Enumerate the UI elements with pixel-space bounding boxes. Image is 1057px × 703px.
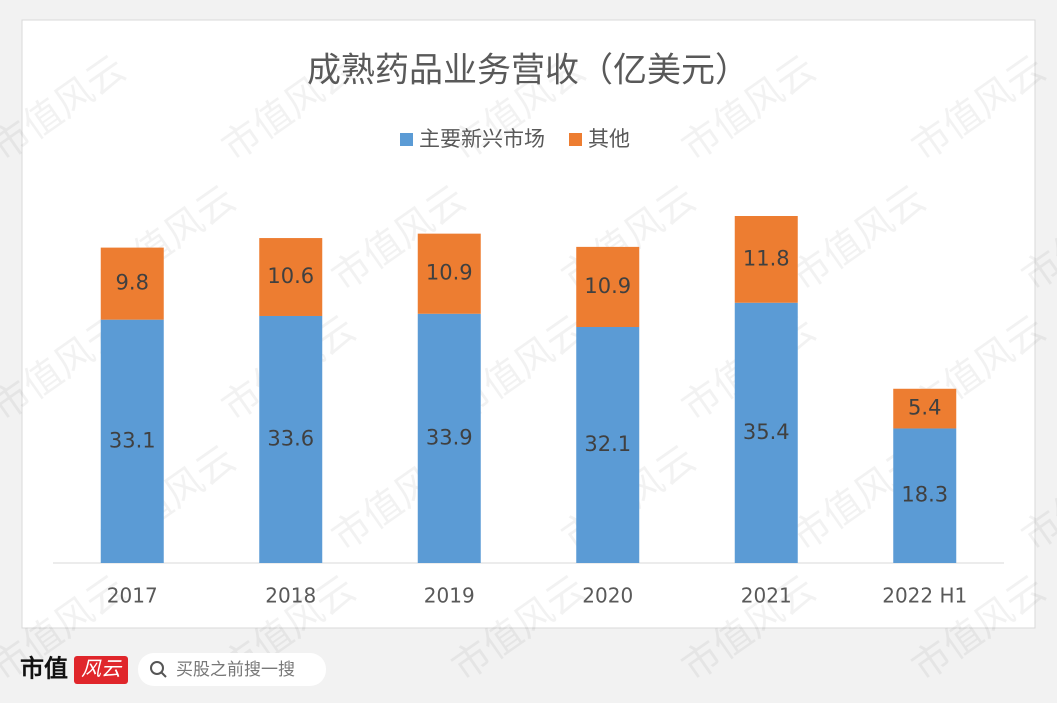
legend-swatch <box>400 133 413 146</box>
data-label: 18.3 <box>901 483 948 507</box>
data-label: 33.6 <box>267 426 314 450</box>
bar-segment <box>259 315 323 563</box>
data-label: 5.4 <box>908 396 941 420</box>
plot: 主要新兴市场 其他 2017 33.1 9.8 2018 33.6 10.6 2019 33.9 1… <box>53 127 1004 608</box>
x-tick-label: 2018 <box>265 584 316 608</box>
legend-label: 主要新兴市场 <box>419 127 545 151</box>
bar-segment <box>576 327 640 563</box>
data-label: 11.8 <box>743 246 790 270</box>
legend-swatch <box>569 133 582 146</box>
search-placeholder: 买股之前搜一搜 <box>176 660 295 680</box>
chart-title: 成熟药品业务营收（亿美元） <box>307 51 749 91</box>
brand: 市值 <box>20 654 68 683</box>
x-tick-label: 2019 <box>424 584 475 608</box>
bar-segment <box>259 238 323 316</box>
legend-label: 其他 <box>588 127 630 151</box>
search-icon <box>160 671 167 678</box>
bar-segment <box>893 388 957 429</box>
data-label: 33.1 <box>109 428 156 452</box>
bar-segment <box>734 302 798 563</box>
data-label: 9.8 <box>116 271 149 295</box>
data-label: 10.9 <box>426 261 473 285</box>
data-label: 10.6 <box>267 264 314 288</box>
search-icon <box>150 661 164 675</box>
bar-segment <box>100 319 164 563</box>
data-label: 32.1 <box>584 432 631 456</box>
x-tick-label: 2021 <box>741 584 792 608</box>
logo-box <box>74 656 128 684</box>
chart-panel <box>21 19 1036 629</box>
x-tick-label: 2022 H1 <box>882 584 967 608</box>
bar-segment <box>734 216 798 303</box>
bar-segment <box>100 247 164 320</box>
bar-segment <box>417 233 481 314</box>
bar-segment <box>893 428 957 563</box>
search-box[interactable] <box>138 653 326 686</box>
bar-segment <box>576 246 640 328</box>
data-label: 35.4 <box>743 420 790 444</box>
data-label: 33.9 <box>426 425 473 449</box>
data-label: 10.9 <box>584 274 631 298</box>
x-tick-label: 2020 <box>582 584 633 608</box>
legend: 主要新兴市场 其他 <box>400 127 630 151</box>
x-tick-label: 2017 <box>107 584 158 608</box>
bar-segment <box>417 313 481 563</box>
logo: 风云 <box>81 657 123 681</box>
